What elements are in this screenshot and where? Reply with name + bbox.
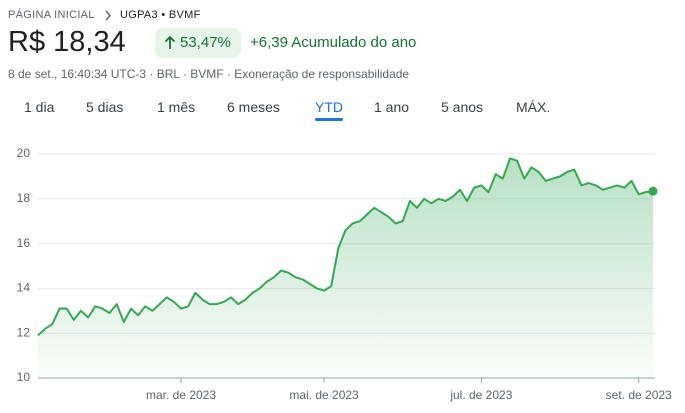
range-tab[interactable]: 1 ano — [374, 99, 410, 115]
x-tick-label: mai. de 2023 — [289, 388, 359, 402]
range-tab[interactable]: 6 meses — [227, 99, 280, 115]
y-tick-label: 18 — [17, 191, 31, 205]
area — [38, 158, 653, 378]
price: R$ 18,34 — [8, 26, 126, 58]
range-tab[interactable]: 1 mês — [157, 99, 196, 115]
y-tick-label: 20 — [17, 146, 31, 160]
breadcrumb[interactable]: PÁGINA INICIAL — [8, 9, 95, 21]
y-tick-label: 12 — [17, 325, 31, 339]
up-arrow — [164, 35, 176, 49]
y-tick-label: 10 — [17, 370, 31, 384]
range-tab[interactable]: YTD — [315, 99, 343, 115]
range-tab[interactable]: 1 dia — [24, 99, 55, 115]
ticker: UGPA3 • BVMF — [120, 9, 201, 21]
meta: 8 de set., 16:40:34 UTC-3 · BRL · BVMF ·… — [8, 67, 410, 81]
x-tick-label: set. de 2023 — [606, 388, 672, 402]
y-tick-label: 16 — [17, 236, 31, 250]
line — [37, 157, 654, 337]
y-tick-label: 14 — [17, 281, 31, 295]
range-tab[interactable]: MÁX. — [516, 99, 551, 115]
last-point — [648, 186, 658, 196]
range-tab[interactable]: 5 dias — [86, 99, 124, 115]
chevron — [105, 10, 111, 21]
tab-underline — [315, 118, 343, 121]
range-tab[interactable]: 5 anos — [441, 99, 484, 115]
change: +6,39 Acumulado do ano — [250, 34, 417, 51]
change-percent: 53,47% — [180, 34, 231, 51]
x-tick-label: jul. de 2023 — [449, 388, 512, 402]
x-tick-label: mar. de 2023 — [146, 388, 216, 402]
